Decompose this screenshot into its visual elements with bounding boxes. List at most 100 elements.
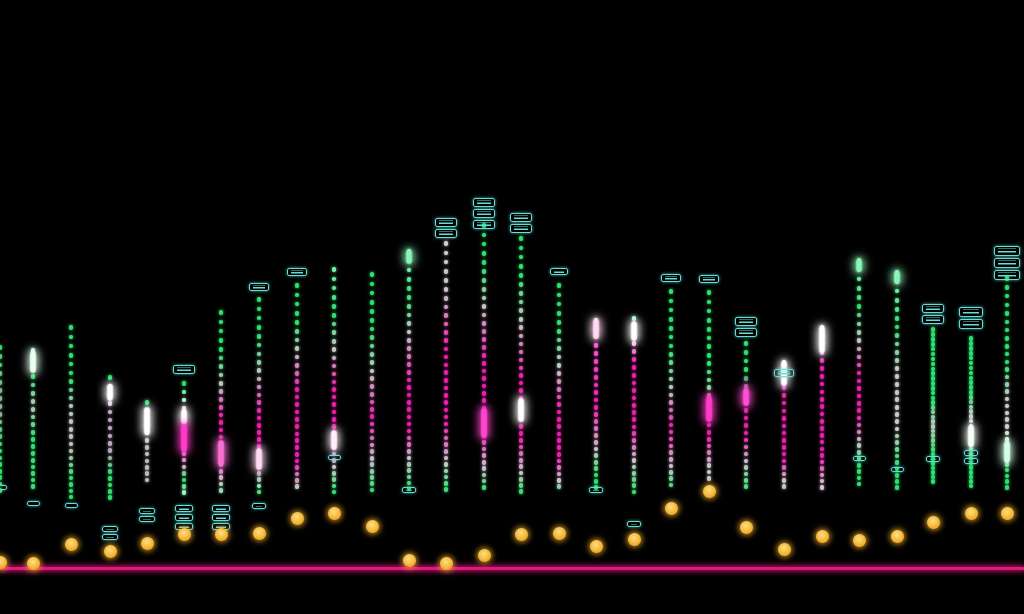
trail-dot bbox=[68, 334, 74, 340]
trail-dot bbox=[218, 405, 224, 410]
bracket-glyph bbox=[774, 369, 794, 377]
trail-dot bbox=[894, 298, 900, 303]
trail-dot bbox=[369, 455, 375, 461]
trail-dot bbox=[781, 445, 787, 450]
trail-dot bbox=[218, 427, 224, 433]
trail-dot bbox=[406, 421, 412, 427]
bracket-glyph-unit bbox=[959, 319, 983, 329]
trail-dot bbox=[256, 368, 262, 373]
trail-dot bbox=[518, 489, 524, 494]
trail-dot bbox=[556, 402, 562, 407]
trail-dot bbox=[68, 482, 74, 487]
trail-dot bbox=[930, 414, 936, 420]
trail-dot bbox=[668, 298, 674, 304]
trail-dot bbox=[781, 416, 787, 421]
trail-dot bbox=[894, 419, 900, 425]
trail-dot bbox=[369, 414, 375, 419]
trail-dot bbox=[518, 373, 524, 378]
trail-dot bbox=[668, 376, 674, 382]
trail-dot bbox=[706, 476, 712, 481]
trail-dot bbox=[0, 362, 3, 368]
trail-dot bbox=[481, 446, 487, 452]
trail-dot bbox=[894, 350, 900, 355]
trail-dot bbox=[181, 450, 187, 456]
trail-dot bbox=[481, 337, 487, 342]
trail-dot bbox=[331, 402, 337, 407]
trail-dot bbox=[443, 414, 449, 420]
trail-dot bbox=[369, 317, 375, 323]
trail-dot bbox=[68, 370, 74, 376]
trail-flare bbox=[107, 384, 113, 401]
trail-dot bbox=[256, 342, 262, 348]
trail-dot bbox=[406, 392, 412, 398]
trail-flare bbox=[706, 396, 712, 422]
bracket-glyph bbox=[890, 467, 904, 472]
trail-dot bbox=[144, 471, 150, 476]
trail-dot bbox=[968, 350, 974, 356]
trail-dot bbox=[256, 400, 262, 405]
trail-dot bbox=[930, 428, 936, 434]
trail-dot bbox=[68, 403, 74, 409]
trail-dot bbox=[481, 453, 487, 459]
trail-dot bbox=[1004, 285, 1010, 290]
trail-dot bbox=[556, 471, 562, 477]
bracket-glyph-unit bbox=[473, 220, 495, 229]
trail-dot bbox=[518, 282, 524, 287]
bracket-glyph-unit bbox=[173, 365, 195, 374]
bracket-glyph-unit bbox=[510, 213, 532, 222]
launcher-dot bbox=[852, 534, 866, 547]
bracket-glyph bbox=[510, 213, 532, 233]
trail-dot bbox=[556, 311, 562, 316]
trail-dot bbox=[294, 458, 300, 464]
trail-dot bbox=[631, 489, 637, 495]
trail-dot bbox=[68, 494, 74, 500]
trail-dot bbox=[218, 420, 224, 425]
trail-dot bbox=[556, 292, 562, 298]
trail-dot bbox=[856, 378, 862, 384]
trail-flare bbox=[518, 398, 524, 422]
trail-dot bbox=[856, 312, 862, 318]
trail-dot bbox=[369, 468, 375, 474]
trail-dot bbox=[668, 352, 674, 357]
trail-dot bbox=[781, 423, 787, 429]
trail-dot bbox=[294, 301, 300, 307]
launcher-dot bbox=[365, 520, 379, 533]
trail-dot bbox=[781, 408, 787, 414]
trail-dot bbox=[894, 447, 900, 452]
bracket-glyph bbox=[175, 505, 193, 530]
trail-dot bbox=[0, 434, 3, 440]
trail-dot bbox=[631, 365, 637, 370]
trail-flare bbox=[218, 440, 224, 466]
trail-dot bbox=[930, 438, 936, 443]
trail-dot bbox=[30, 437, 36, 442]
trail-dot bbox=[331, 285, 337, 291]
trail-dot bbox=[706, 422, 712, 428]
trail-dot bbox=[369, 391, 375, 397]
trail-dot bbox=[1004, 410, 1010, 416]
trail-dot bbox=[819, 418, 825, 424]
bracket-glyph-unit bbox=[964, 450, 978, 456]
trail-dot bbox=[668, 482, 674, 488]
trail-dot bbox=[593, 479, 599, 484]
trail-dot bbox=[706, 299, 712, 305]
trail-dot bbox=[819, 389, 825, 395]
trail-dot bbox=[593, 412, 599, 417]
trail-flare bbox=[181, 424, 187, 452]
trail-dot bbox=[256, 297, 262, 302]
trail-dot bbox=[556, 301, 562, 307]
trail-dot bbox=[406, 468, 412, 473]
trail-dot bbox=[556, 465, 562, 470]
bracket-glyph-unit bbox=[735, 328, 757, 337]
trail-dot bbox=[593, 466, 599, 472]
trail-dot bbox=[894, 473, 900, 478]
trail-flare bbox=[593, 319, 599, 339]
trail-dot bbox=[181, 381, 187, 386]
bracket-glyph bbox=[249, 283, 269, 291]
trail-dot bbox=[256, 376, 262, 382]
trail-dot bbox=[481, 353, 487, 358]
trail-dot bbox=[968, 380, 974, 385]
trail-dot bbox=[743, 350, 749, 355]
trail-dot bbox=[706, 290, 712, 295]
launcher-dot bbox=[514, 528, 528, 541]
